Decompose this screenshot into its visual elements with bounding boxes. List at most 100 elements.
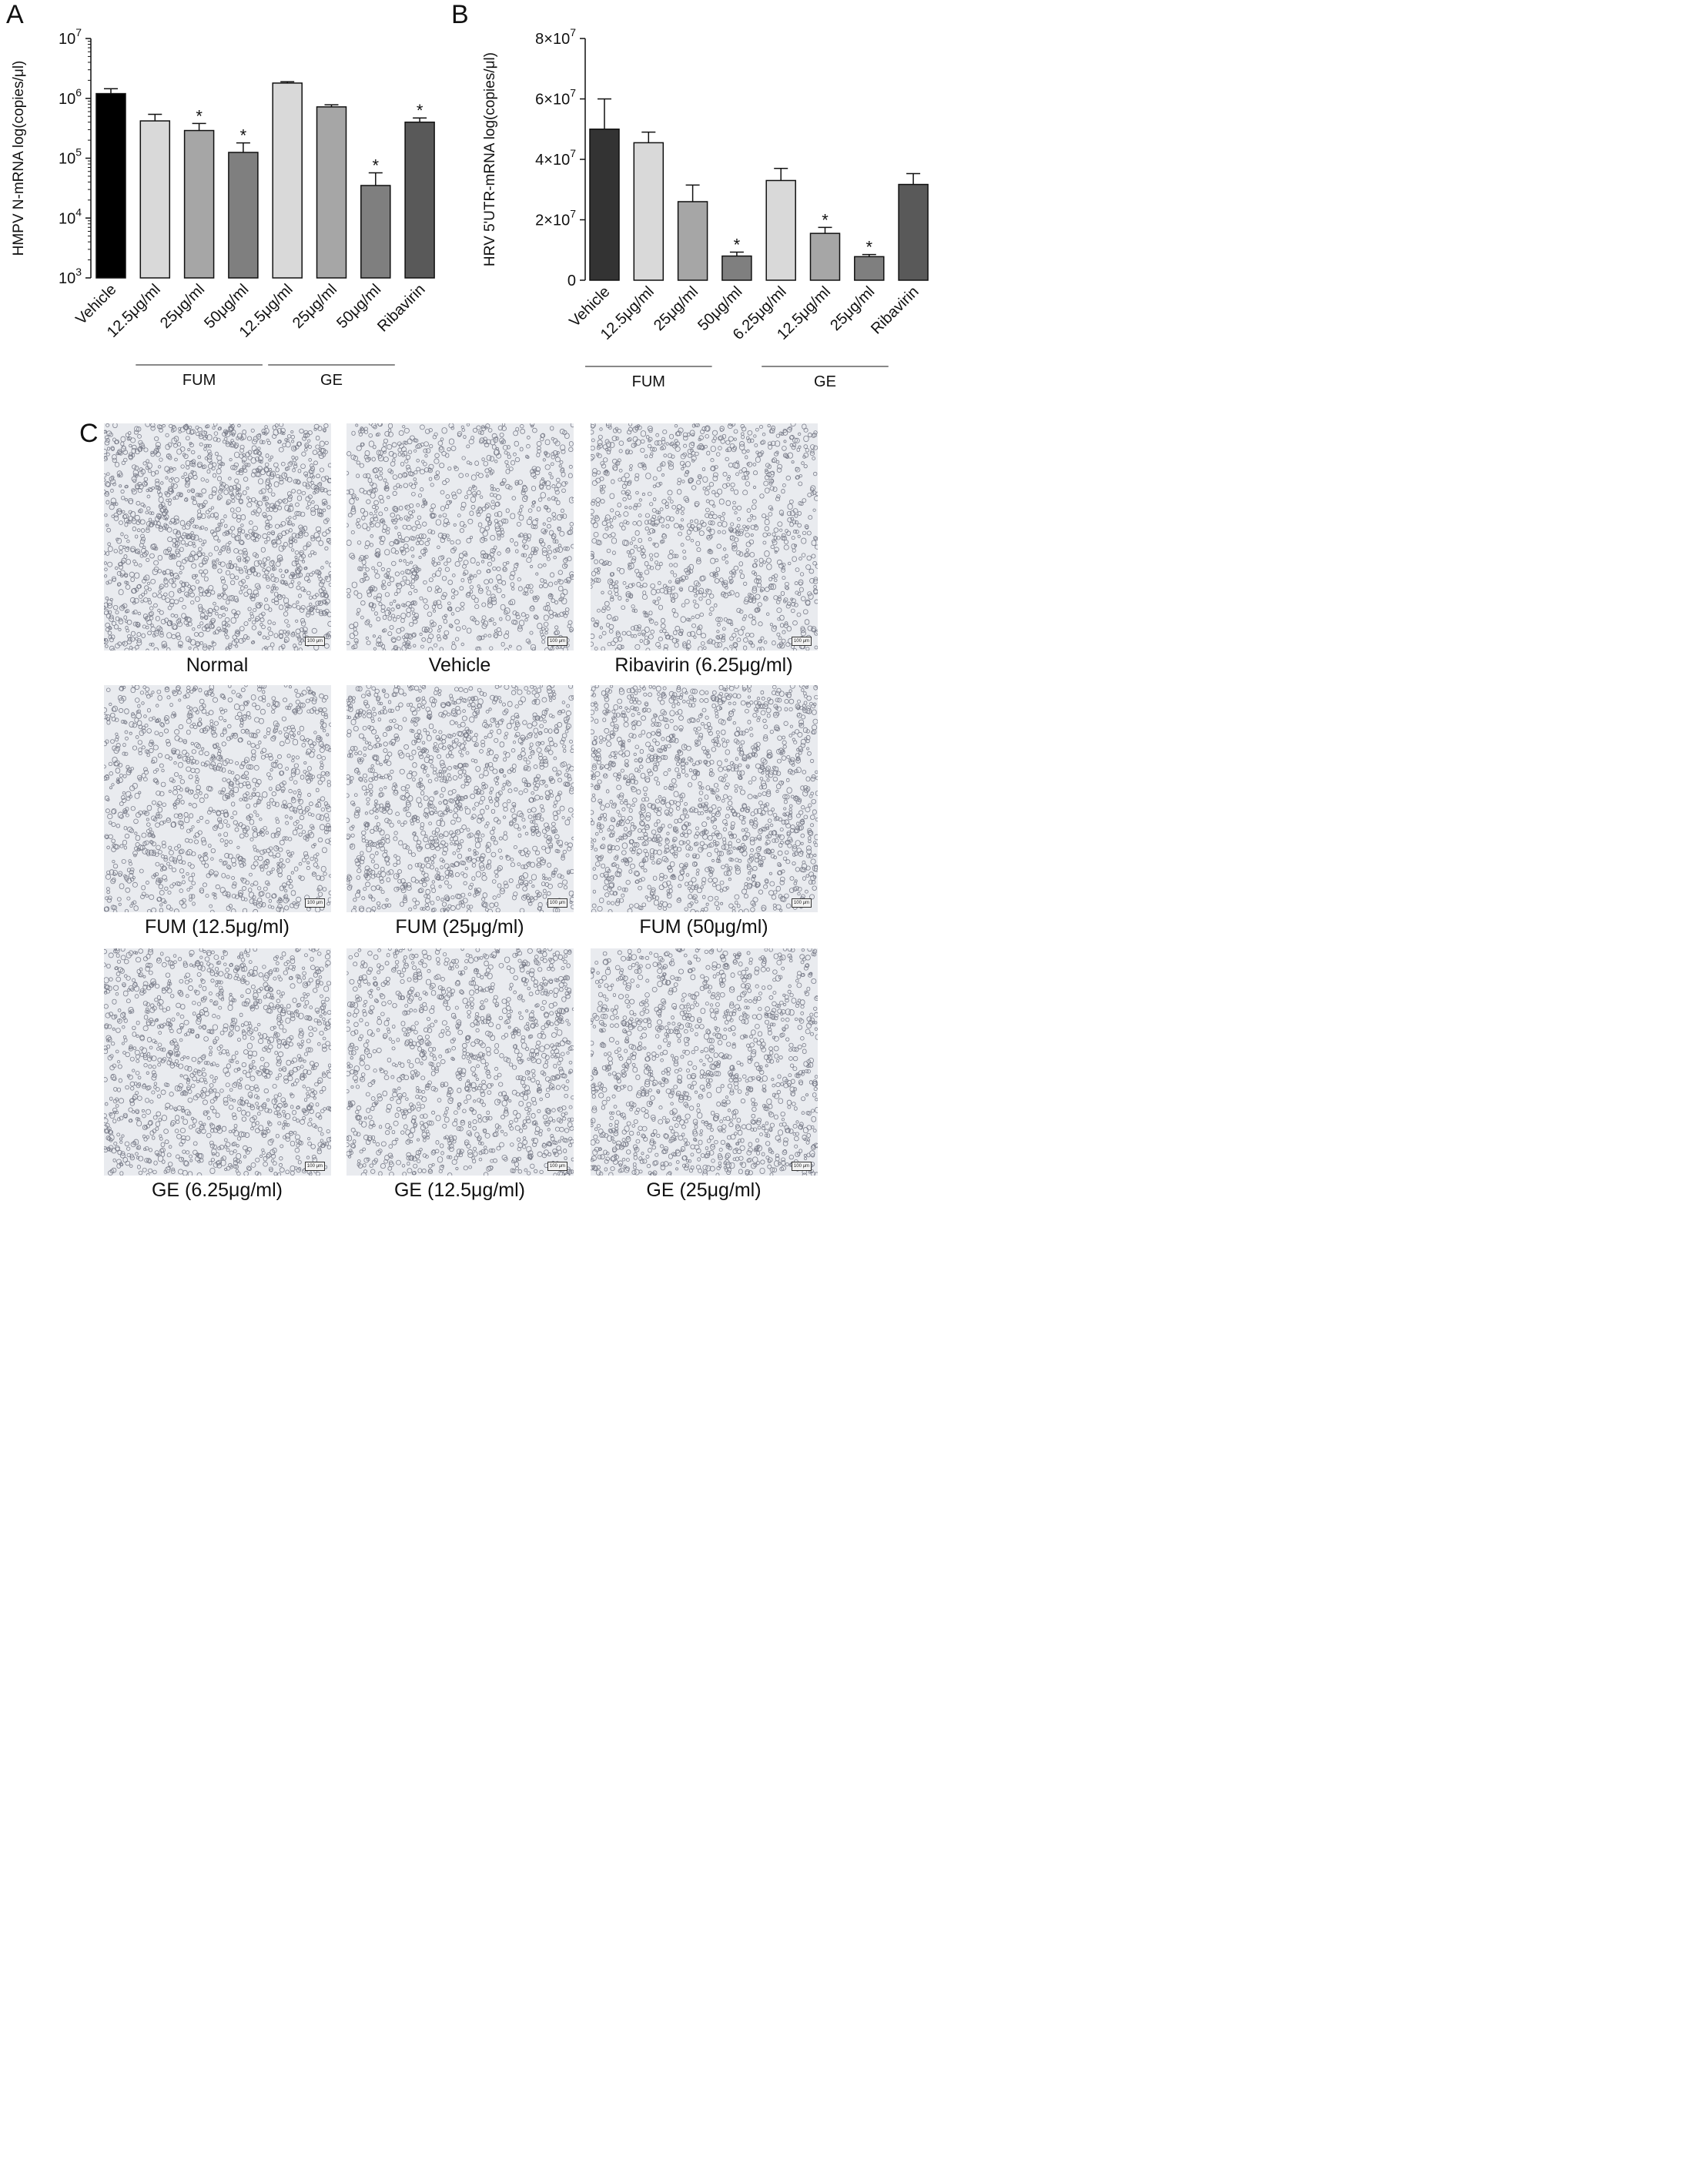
- y-tick-label-exponent: 7: [570, 147, 576, 159]
- micrograph-cells: [346, 423, 574, 651]
- scale-bar: 100 μm: [547, 637, 567, 646]
- y-tick-label-exponent: 4: [75, 206, 82, 218]
- y-tick-label: 105: [59, 146, 82, 168]
- scale-bar: 100 μm: [792, 898, 812, 908]
- bar: [634, 142, 663, 280]
- scale-bar: 100 μm: [305, 898, 325, 908]
- y-tick-label: 2×107: [535, 208, 576, 229]
- significance-marker: *: [196, 106, 203, 125]
- micrograph: 100 μm: [346, 948, 574, 1176]
- micrograph-caption: Vehicle: [336, 654, 583, 677]
- y-tick-label: 104: [59, 206, 82, 227]
- y-tick-label: 103: [59, 266, 82, 287]
- micrograph-caption: FUM (12.5μg/ml): [94, 916, 340, 938]
- group-label: FUM: [182, 372, 216, 389]
- bar: [317, 107, 346, 278]
- scale-bar: 100 μm: [305, 1162, 325, 1171]
- y-tick-label-base: 10: [59, 210, 75, 227]
- x-tick-label: 25μg/ml: [651, 283, 701, 334]
- x-tick-label: 25μg/ml: [290, 281, 340, 332]
- bar: [229, 152, 258, 278]
- significance-marker: *: [866, 238, 873, 257]
- micrograph-cells: [104, 685, 331, 912]
- y-tick-label-base: 4×10: [535, 152, 570, 169]
- y-tick-label-exponent: 7: [570, 208, 576, 220]
- micrograph-caption: GE (25μg/ml): [581, 1179, 827, 1202]
- bar: [678, 202, 708, 280]
- y-tick-label-base: 8×10: [535, 31, 570, 48]
- micrograph-caption: GE (12.5μg/ml): [336, 1179, 583, 1202]
- y-tick-label-exponent: 7: [570, 87, 576, 99]
- micrograph: 100 μm: [346, 423, 574, 651]
- y-tick-label-exponent: 3: [75, 266, 82, 278]
- y-tick-label-base: 10: [59, 31, 75, 48]
- bar: [590, 129, 619, 280]
- micrograph-cells: [346, 685, 574, 912]
- y-tick-label-exponent: 5: [75, 146, 82, 159]
- bar: [855, 256, 884, 280]
- micrograph-caption: Normal: [94, 654, 340, 677]
- micrograph: 100 μm: [591, 685, 818, 912]
- x-tick-label: Ribavirin: [868, 283, 922, 338]
- bar: [185, 131, 214, 278]
- y-tick-label-base: 10: [59, 91, 75, 108]
- y-tick-label: 8×107: [535, 26, 576, 48]
- micrograph-cells: [591, 948, 818, 1176]
- panel-label-c: C: [79, 419, 99, 449]
- x-tick-label: Ribavirin: [374, 281, 429, 336]
- significance-marker: *: [240, 126, 247, 145]
- group-label: GE: [814, 373, 836, 390]
- bar: [96, 94, 126, 278]
- scale-bar: 100 μm: [547, 898, 567, 908]
- micrograph: 100 μm: [591, 948, 818, 1176]
- significance-marker: *: [417, 101, 423, 120]
- micrograph-caption: GE (6.25μg/ml): [94, 1179, 340, 1202]
- y-tick-label-base: 0: [567, 273, 576, 289]
- y-tick-label-exponent: 7: [570, 26, 576, 38]
- micrograph-cells: [591, 685, 818, 912]
- micrograph: 100 μm: [104, 423, 331, 651]
- scale-bar: 100 μm: [792, 1162, 812, 1171]
- micrograph-cells: [346, 948, 574, 1176]
- y-axis-label: HRV 5'UTR-mRNA log(copies/μl): [482, 52, 498, 266]
- micrograph-caption: FUM (50μg/ml): [581, 916, 827, 938]
- significance-marker: *: [734, 235, 741, 254]
- micrograph-cells: [591, 423, 818, 651]
- y-tick-label: 6×107: [535, 87, 576, 109]
- scale-bar: 100 μm: [305, 637, 325, 646]
- scale-bar: 100 μm: [547, 1162, 567, 1171]
- micrograph: 100 μm: [591, 423, 818, 651]
- x-tick-label: 25μg/ml: [157, 281, 208, 332]
- scale-bar: 100 μm: [792, 637, 812, 646]
- y-axis-label: HMPV N-mRNA log(copies/μl): [11, 61, 27, 256]
- y-tick-label-base: 2×10: [535, 212, 570, 229]
- micrograph: 100 μm: [346, 685, 574, 912]
- y-tick-label-base: 10: [59, 270, 75, 287]
- bar: [273, 83, 302, 278]
- y-tick-label: 106: [59, 86, 82, 108]
- group-label: GE: [320, 372, 343, 389]
- bar: [899, 185, 928, 280]
- y-tick-label: 0: [567, 273, 576, 289]
- bar: [722, 256, 752, 280]
- micrograph-caption: FUM (25μg/ml): [336, 916, 583, 938]
- y-tick-label-base: 6×10: [535, 92, 570, 109]
- group-label: FUM: [632, 373, 665, 390]
- micrograph: 100 μm: [104, 685, 331, 912]
- y-tick-label-base: 10: [59, 151, 75, 168]
- bar: [361, 186, 390, 278]
- micrograph: 100 μm: [104, 948, 331, 1176]
- bar: [140, 121, 169, 278]
- bar: [811, 233, 840, 280]
- significance-marker: *: [373, 156, 380, 175]
- significance-marker: *: [822, 210, 829, 229]
- micrograph-cells: [104, 423, 331, 651]
- y-tick-label: 4×107: [535, 147, 576, 169]
- y-tick-label: 107: [59, 26, 82, 48]
- bar: [405, 122, 434, 278]
- bar: [766, 180, 795, 280]
- y-tick-label-exponent: 7: [75, 26, 82, 38]
- micrograph-cells: [104, 948, 331, 1176]
